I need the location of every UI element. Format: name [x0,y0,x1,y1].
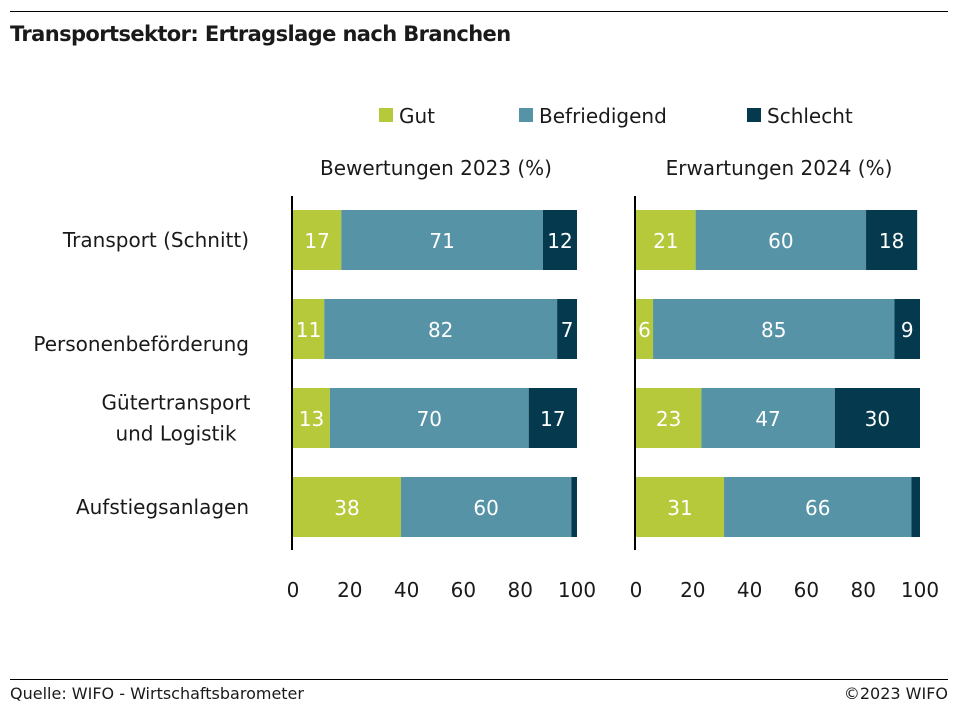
bar-segment-schlecht [528,388,577,448]
data-label: 21 [653,229,678,253]
data-label: 6 [638,318,651,342]
category-label: Aufstiegsanlagen [76,495,249,519]
bar-segment-schlecht [542,210,577,270]
bar-segment-gut [293,477,401,537]
bar-segment-schlecht [911,477,920,537]
data-label: 11 [296,318,321,342]
data-label: 71 [429,229,454,253]
data-label: 23 [656,407,681,431]
panel-title: Bewertungen 2023 (%) [320,156,552,180]
bar-segment-befriedigend [724,477,912,537]
category-label: Gütertransport und Logistik [102,391,251,446]
bar-segment-gut [636,477,725,537]
data-label: 12 [547,229,572,253]
bar-segment-befriedigend [324,299,558,359]
x-tick-label: 20 [337,578,362,602]
x-tick-label: 100 [558,578,596,602]
bar-segment-schlecht [557,299,577,359]
panel-title: Erwartungen 2024 (%) [666,156,893,180]
data-label: 17 [540,407,565,431]
data-label: 18 [879,229,904,253]
data-label: 30 [865,407,890,431]
category-label: Transport (Schnitt) [62,228,249,252]
legend-swatch-schlecht [747,108,761,122]
chart-title: Transportsektor: Ertragslage nach Branch… [10,22,511,46]
copyright-note: ©2023 WIFO [843,684,948,703]
data-label: 9 [901,318,914,342]
x-tick-label: 40 [737,578,762,602]
data-label: 7 [561,318,574,342]
bar-segment-gut [636,388,702,448]
legend-label-schlecht: Schlecht [767,104,853,128]
x-tick-label: 80 [507,578,532,602]
x-tick-label: 0 [630,578,643,602]
x-tick-label: 100 [901,578,939,602]
category-label: Personenbeförderung [33,332,249,356]
x-tick-label: 40 [394,578,419,602]
x-tick-label: 0 [287,578,300,602]
bar-segment-schlecht [571,477,577,537]
data-label: 47 [755,407,780,431]
bar-segment-befriedigend [653,299,895,359]
legend-label-befriedigend: Befriedigend [539,104,667,128]
legend-swatch-befriedigend [519,108,533,122]
legend-label-gut: Gut [399,104,435,128]
data-label: 85 [761,318,786,342]
legend-swatch-gut [379,108,393,122]
data-label: 13 [299,407,324,431]
bar-segment-gut [636,299,654,359]
data-label: 60 [473,496,498,520]
bar-segment-gut [636,210,696,270]
bar-segment-schlecht [866,210,918,270]
bar-segment-gut [293,210,342,270]
data-label: 70 [417,407,442,431]
bar-segment-befriedigend [695,210,867,270]
bar-segment-befriedigend [329,388,529,448]
data-label: 60 [768,229,793,253]
x-tick-label: 60 [451,578,476,602]
bar-segment-schlecht [834,388,920,448]
data-label: 38 [334,496,359,520]
bar-segment-befriedigend [341,210,543,270]
x-tick-label: 20 [680,578,705,602]
bar-segment-gut [293,388,330,448]
data-label: 66 [805,496,830,520]
bar-segment-befriedigend [701,388,835,448]
x-tick-label: 60 [794,578,819,602]
bar-segment-schlecht [894,299,920,359]
top-rule [10,11,948,12]
bar-segment-befriedigend [400,477,572,537]
bottom-rule [10,679,948,680]
x-tick-label: 80 [850,578,875,602]
data-label: 82 [428,318,453,342]
bar-segment-gut [293,299,325,359]
source-note: Quelle: WIFO - Wirtschaftsbarometer [10,684,304,703]
data-label: 17 [304,229,329,253]
data-label: 31 [667,496,692,520]
